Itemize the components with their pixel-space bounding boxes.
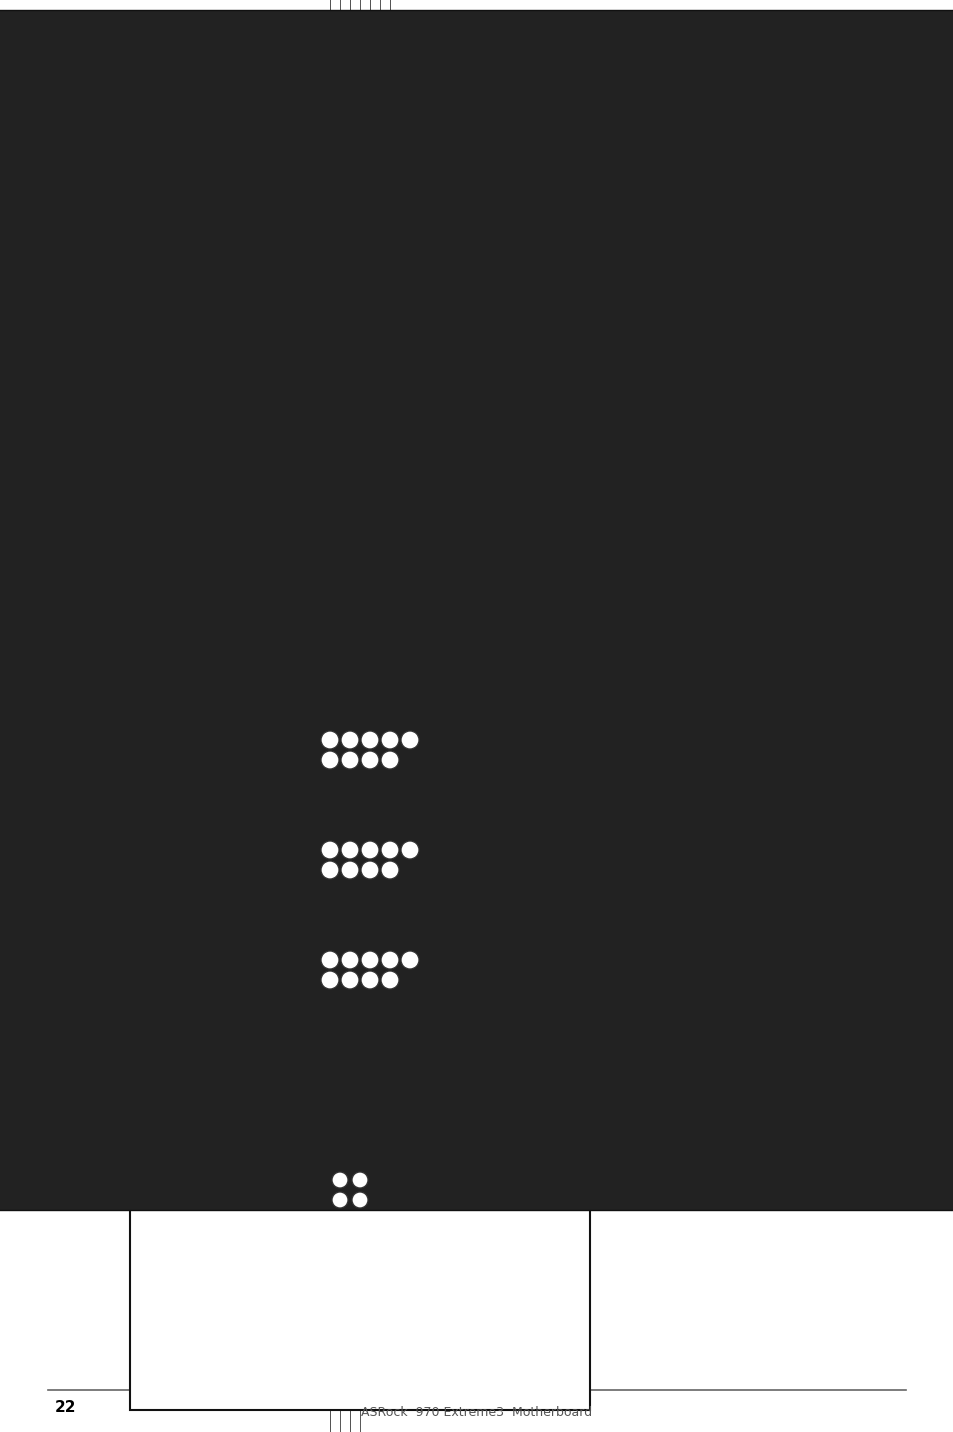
Circle shape: [340, 750, 358, 769]
Circle shape: [340, 951, 358, 969]
Circle shape: [380, 951, 398, 969]
Text: (see p.2  No. 28): (see p.2 No. 28): [80, 937, 177, 949]
Text: 2.9  Onboard Headers and Connectors: 2.9 Onboard Headers and Connectors: [80, 80, 587, 105]
Text: (9-pin USB_4_5): (9-pin USB_4_5): [80, 682, 173, 695]
Circle shape: [360, 951, 378, 969]
Circle shape: [400, 951, 418, 969]
Text: SATA3_1: SATA3_1: [375, 369, 413, 378]
Circle shape: [320, 951, 338, 969]
FancyBboxPatch shape: [120, 640, 619, 1080]
Circle shape: [380, 750, 398, 769]
Text: Serial ATA (SATA)
Data Cable: Serial ATA (SATA) Data Cable: [80, 586, 235, 619]
Circle shape: [352, 1191, 368, 1209]
FancyBboxPatch shape: [120, 530, 619, 969]
Circle shape: [332, 1171, 348, 1189]
Text: (see p.2  No. 26): (see p.2 No. 26): [80, 700, 178, 713]
Text: SATA3_2: SATA3_2: [371, 434, 409, 442]
Text: (SATA3_5: see  p.2, No. 20): (SATA3_5: see p.2, No. 20): [80, 457, 239, 470]
Circle shape: [320, 861, 338, 879]
Circle shape: [360, 971, 378, 990]
Text: 22: 22: [55, 1400, 76, 1415]
Circle shape: [340, 841, 358, 859]
Circle shape: [380, 971, 398, 990]
Circle shape: [360, 861, 378, 879]
Text: (SATA3_3: see  p.2, No. 16): (SATA3_3: see p.2, No. 16): [80, 421, 239, 434]
Text: Serial ATA3 Connectors: Serial ATA3 Connectors: [80, 359, 290, 375]
Circle shape: [360, 730, 378, 749]
Text: SATA3_4: SATA3_4: [329, 434, 367, 442]
Text: This header supports an
optional wireless transmitting
and receiving infrared mo: This header supports an optional wireles…: [459, 1108, 665, 1158]
FancyBboxPatch shape: [0, 10, 953, 1210]
Circle shape: [380, 861, 398, 879]
Circle shape: [352, 1171, 368, 1189]
Circle shape: [380, 730, 398, 749]
Circle shape: [400, 841, 418, 859]
Circle shape: [320, 730, 338, 749]
Text: Onboard headers and connectors are NOT jumpers. Do NOT place
jumper caps over th: Onboard headers and connectors are NOT j…: [230, 188, 700, 256]
Circle shape: [332, 1191, 348, 1209]
Text: ⚡: ⚡: [138, 740, 155, 765]
Circle shape: [340, 971, 358, 990]
FancyBboxPatch shape: [299, 390, 350, 418]
Circle shape: [400, 730, 418, 749]
Text: (see p.2  No. 29): (see p.2 No. 29): [80, 1151, 178, 1164]
Text: (9-pin USB_8_9): (9-pin USB_8_9): [80, 918, 173, 931]
FancyBboxPatch shape: [218, 175, 873, 329]
Circle shape: [360, 750, 378, 769]
Text: (see p.2  No. 27): (see p.2 No. 27): [80, 818, 178, 831]
Text: (SATA3_1: see  p.2, No. 17): (SATA3_1: see p.2, No. 17): [80, 385, 239, 398]
FancyBboxPatch shape: [120, 750, 619, 1190]
Text: These five Serial ATA3
(SATA3) connectors support
SATA data cables for internal
: These five Serial ATA3 (SATA3) connector…: [459, 359, 652, 465]
Text: (5-pin IR1): (5-pin IR1): [80, 1133, 142, 1146]
Circle shape: [380, 841, 398, 859]
Circle shape: [320, 750, 338, 769]
FancyBboxPatch shape: [282, 455, 322, 483]
Text: SATA3_3: SATA3_3: [305, 369, 343, 378]
Circle shape: [320, 971, 338, 990]
Text: Besides four default USB 2.0
ports on the I/O panel, there
are three USB 2.0 hea: Besides four default USB 2.0 ports on th…: [459, 672, 672, 778]
Text: ASRock  970 Extreme3  Motherboard: ASRock 970 Extreme3 Motherboard: [361, 1405, 592, 1419]
Circle shape: [340, 861, 358, 879]
Text: Infrared Module Header: Infrared Module Header: [80, 1108, 296, 1123]
Text: USB 2.0 Headers: USB 2.0 Headers: [80, 672, 232, 687]
Text: (9-pin USB_6_7): (9-pin USB_6_7): [80, 800, 173, 813]
Text: Either  end  of  the  SATA  data
cable can be connected to the
SATA / SATAII / S: Either end of the SATA data cable can be…: [459, 586, 668, 672]
Circle shape: [360, 841, 378, 859]
Text: (SATA3_2: see  p.2, No. 18): (SATA3_2: see p.2, No. 18): [80, 402, 239, 417]
Text: English: English: [11, 795, 25, 845]
Circle shape: [320, 841, 338, 859]
Text: (SATA3_4: see  p.2, No. 19): (SATA3_4: see p.2, No. 19): [80, 440, 239, 453]
FancyBboxPatch shape: [368, 455, 408, 483]
FancyBboxPatch shape: [325, 455, 365, 483]
Text: (Optional): (Optional): [80, 633, 139, 646]
Circle shape: [340, 730, 358, 749]
Text: SATA3_5: SATA3_5: [287, 434, 325, 442]
FancyBboxPatch shape: [370, 390, 419, 418]
FancyBboxPatch shape: [130, 969, 589, 1411]
